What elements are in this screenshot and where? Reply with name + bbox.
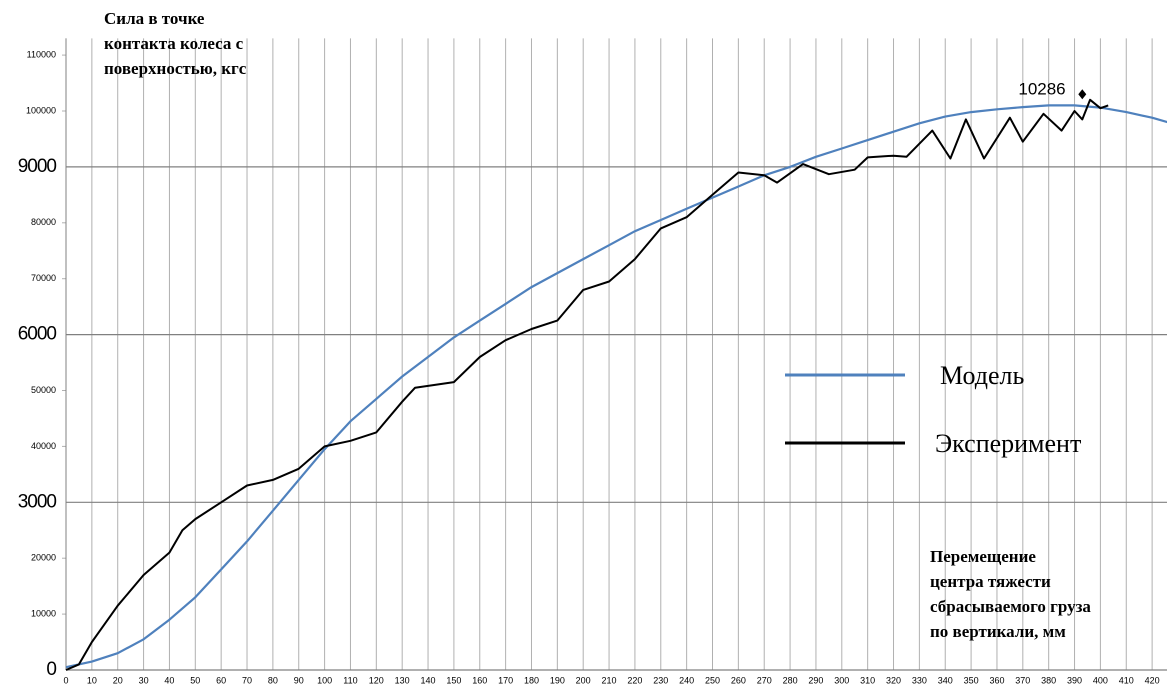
x-tick-label: 320 [886, 675, 901, 685]
x-tick-label: 200 [576, 675, 591, 685]
x-tick-label: 110 [343, 675, 357, 685]
x-tick-label: 30 [139, 675, 149, 685]
x-tick-label: 240 [679, 675, 694, 685]
x-tick-label: 370 [1015, 675, 1030, 685]
y-tick-label: 80000 [31, 217, 56, 227]
x-tick-label: 230 [653, 675, 668, 685]
x-tick-label: 150 [446, 675, 461, 685]
x-tick-label: 290 [808, 675, 823, 685]
marks [65, 89, 1167, 671]
y-tick-label: 50000 [31, 385, 56, 395]
x-tick-label: 220 [627, 675, 642, 685]
x-tick-label: 120 [369, 675, 384, 685]
y-tick-label: 20000 [31, 553, 56, 563]
x-tick-label: 10 [87, 675, 97, 685]
x-tick-label: 0 [63, 675, 68, 685]
x-tick-label: 380 [1041, 675, 1056, 685]
grid [62, 38, 1167, 671]
x-tick-label: 60 [216, 675, 226, 685]
x-tick-label: 270 [757, 675, 772, 685]
x-tick-label: 40 [164, 675, 174, 685]
x-tick-label: 400 [1093, 675, 1108, 685]
x-tick-label: 90 [294, 675, 304, 685]
x-tick-label: 130 [395, 675, 410, 685]
x-tick-label: 260 [731, 675, 746, 685]
x-tick-label: 190 [550, 675, 565, 685]
y-tick-label: 100000 [26, 105, 56, 115]
x-tick-label: 250 [705, 675, 720, 685]
x-tick-label: 360 [989, 675, 1004, 685]
y-tick-label: 40000 [31, 441, 56, 451]
x-tick-label: 310 [860, 675, 875, 685]
x-tick-label: 70 [242, 675, 252, 685]
y-tick-label: 0 [46, 659, 56, 680]
x-tick-label: 160 [472, 675, 487, 685]
x-tick-label: 330 [912, 675, 927, 685]
x-tick-label: 300 [834, 675, 849, 685]
y-tick-label: 110000 [27, 49, 56, 59]
x-tick-label: 340 [938, 675, 953, 685]
x-tick-label: 180 [524, 675, 539, 685]
legend-label: Эксперимент [935, 429, 1081, 458]
x-tick-label: 410 [1119, 675, 1134, 685]
x-tick-label: 170 [498, 675, 513, 685]
series-line [65, 104, 1167, 669]
x-axis-title: Перемещение центра тяжести сбрасываемого г… [930, 547, 1091, 641]
y-tick-label: 10000 [31, 608, 56, 618]
x-tick-label: 390 [1067, 675, 1082, 685]
x-tick-label: 280 [783, 675, 798, 685]
y-tick-label: 3000 [18, 491, 57, 512]
x-tick-label: 20 [113, 675, 123, 685]
x-tick-label: 140 [421, 675, 436, 685]
y-axis-title: Сила в точке контакта колеса с поверхность… [104, 9, 247, 78]
y-tick-label: 6000 [18, 324, 57, 345]
annotation-marker [1078, 89, 1087, 100]
y-tick-label: 70000 [31, 273, 56, 283]
series-line [65, 98, 1109, 671]
x-tick-label: 50 [190, 675, 200, 685]
x-tick-label: 210 [602, 675, 617, 685]
x-tick-label: 80 [268, 675, 278, 685]
x-tick-label: 420 [1145, 675, 1160, 685]
x-tick-label: 100 [317, 675, 332, 685]
x-tick-label: 350 [964, 675, 979, 685]
legend-label: Модель [940, 361, 1024, 390]
annotation: 10286 [1018, 79, 1065, 98]
y-tick-label: 9000 [18, 156, 57, 177]
